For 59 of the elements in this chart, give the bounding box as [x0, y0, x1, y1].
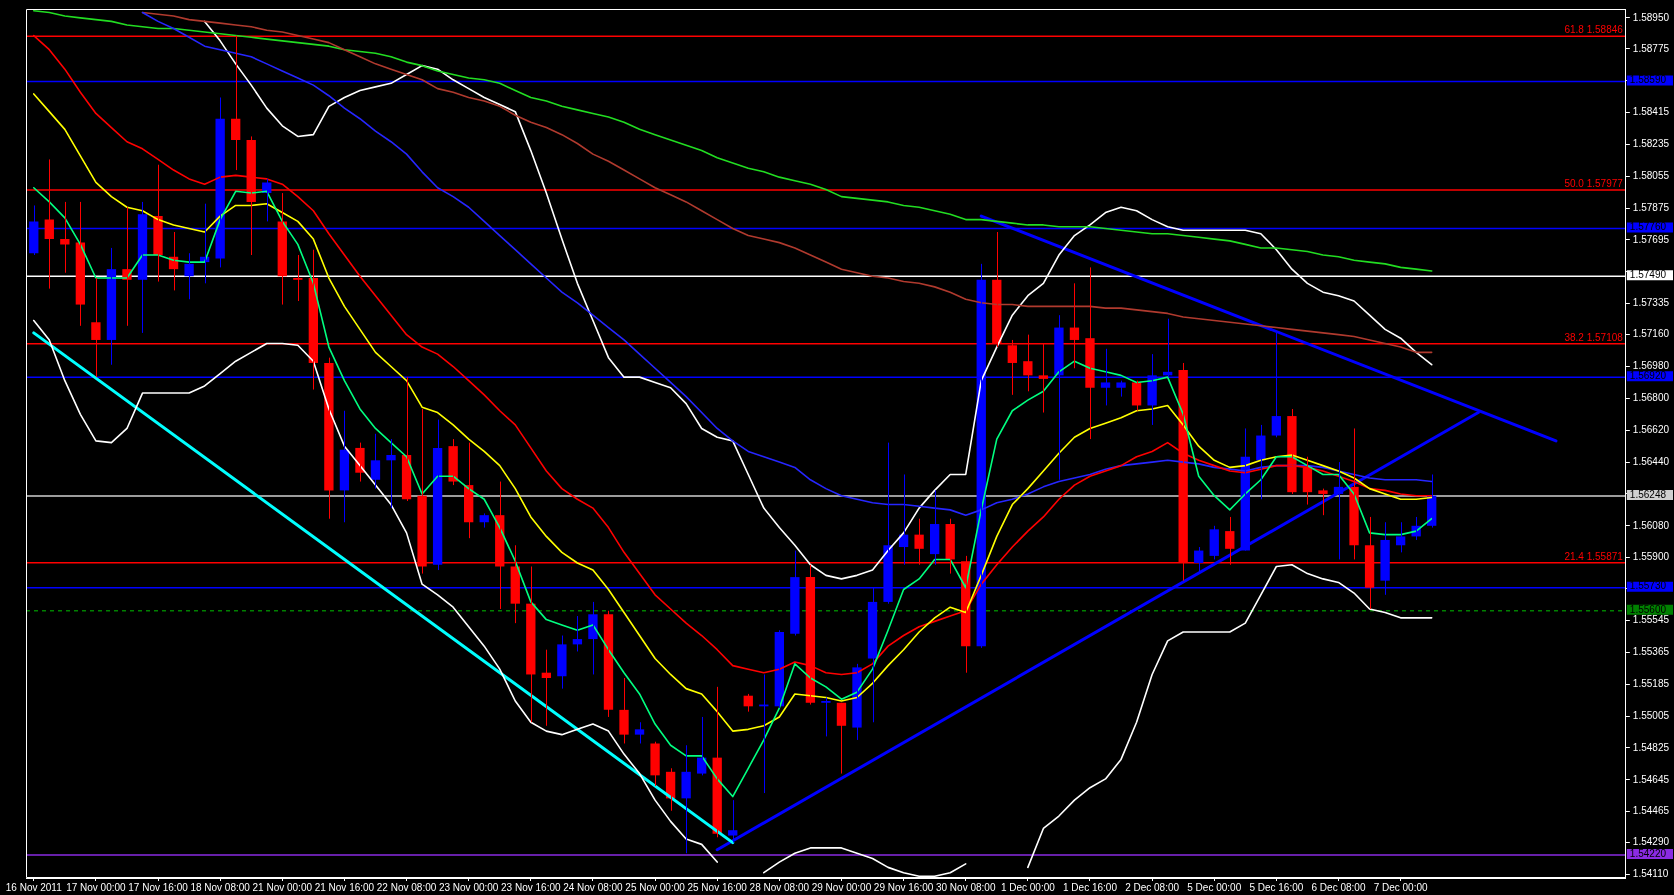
y-tick-label: 1.56620 [1632, 423, 1670, 435]
y-tick-label: 1.55545 [1632, 614, 1670, 626]
x-tick-label: 21 Nov 16:00 [314, 881, 375, 893]
ref-line-label: 1.58590 [1629, 74, 1667, 86]
y-tick-label: 1.57335 [1632, 297, 1670, 309]
x-tick-label: 16 Nov 2011 [5, 881, 63, 893]
y-tick-label: 1.56800 [1632, 392, 1670, 404]
y-tick-label: 1.55365 [1632, 646, 1670, 658]
y-tick-label: 1.54825 [1632, 741, 1670, 753]
y-tick-label: 1.54110 [1632, 868, 1669, 880]
x-tick-label: 23 Nov 00:00 [438, 881, 499, 893]
ref-line-label: 1.56248 [1629, 488, 1667, 500]
y-tick-label: 1.58775 [1632, 42, 1670, 54]
y-tick-label: 1.56440 [1632, 455, 1670, 467]
ref-line-label: 1.57490 [1629, 269, 1667, 280]
y-tick-label: 1.58950 [1632, 11, 1670, 23]
y-tick-label: 1.55185 [1632, 677, 1670, 689]
y-tick-label: 1.54290 [1632, 836, 1670, 848]
y-tick-label: 1.58235 [1632, 138, 1670, 150]
y-tick-label: 1.54465 [1632, 805, 1670, 817]
x-tick-label: 1 Dec 00:00 [1000, 881, 1056, 893]
x-tick-label: 24 Nov 08:00 [563, 881, 624, 893]
y-tick-label: 1.55005 [1632, 709, 1670, 721]
x-tick-label: 5 Dec 16:00 [1249, 881, 1304, 893]
ref-line-label: 1.56920 [1629, 369, 1667, 381]
annotation: 38.2 1.57108 [1564, 331, 1624, 343]
y-tick-label: 1.56980 [1632, 360, 1670, 372]
y-tick-label: 1.55900 [1632, 551, 1670, 563]
x-tick-label: 23 Nov 16:00 [501, 881, 561, 893]
y-tick-label: 1.57875 [1632, 201, 1670, 213]
annotation: 21.4 1.55871 [1564, 550, 1624, 562]
x-tick-label: 30 Nov 08:00 [935, 881, 996, 893]
x-tick-label: 29 Nov 16:00 [873, 881, 934, 893]
x-tick-label: 2 Dec 08:00 [1125, 881, 1180, 893]
x-tick-label: 5 Dec 00:00 [1187, 881, 1242, 893]
x-tick-label: 6 Dec 08:00 [1311, 881, 1366, 893]
x-tick-label: 21 Nov 00:00 [252, 881, 313, 893]
x-tick-label: 17 Nov 00:00 [66, 881, 127, 893]
x-tick-label: 7 Dec 00:00 [1373, 881, 1429, 893]
x-tick-label: 22 Nov 08:00 [376, 881, 437, 893]
y-tick-label: 1.57695 [1632, 233, 1670, 245]
x-tick-label: 1 Dec 16:00 [1063, 881, 1118, 893]
x-tick-label: 29 Nov 00:00 [811, 881, 872, 893]
ref-line-label: 1.55730 [1629, 580, 1667, 592]
x-tick-label: 17 Nov 16:00 [128, 881, 189, 893]
x-tick-label: 25 Nov 16:00 [687, 881, 748, 893]
annotation: 50.0 1.57977 [1564, 177, 1624, 189]
x-tick-label: 18 Nov 08:00 [190, 881, 251, 893]
y-tick-label: 1.58415 [1632, 106, 1670, 118]
annotation: 61.8 1.58846 [1564, 24, 1624, 36]
x-tick-label: 25 Nov 00:00 [625, 881, 686, 893]
y-tick-label: 1.58055 [1632, 170, 1670, 181]
ref-line-label: 1.54220 [1629, 847, 1667, 859]
x-tick-label: 28 Nov 08:00 [749, 881, 810, 893]
ref-line-label: 1.55600 [1629, 603, 1667, 615]
y-tick-label: 1.56080 [1632, 519, 1670, 531]
y-tick-label: 1.54645 [1632, 773, 1670, 785]
y-tick-label: 1.57160 [1632, 328, 1670, 340]
ref-line-label: 1.57760 [1629, 221, 1667, 233]
